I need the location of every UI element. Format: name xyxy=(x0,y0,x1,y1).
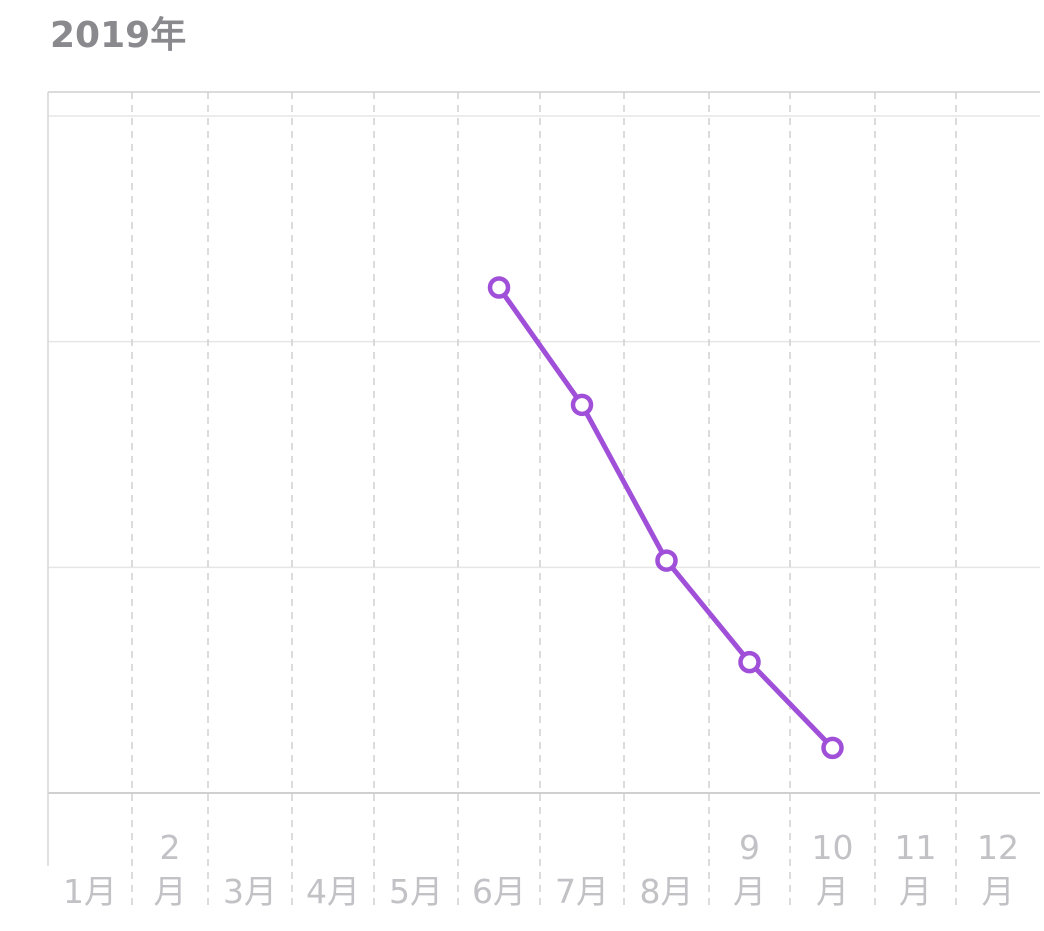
data-point xyxy=(821,736,844,760)
x-tick-label: 11 xyxy=(895,828,937,867)
x-tick-label: 月 xyxy=(982,872,1015,911)
x-tick-label: 5月 xyxy=(389,872,443,911)
x-tick-label: 9 xyxy=(739,828,760,867)
x-tick-label: 3月 xyxy=(223,872,277,911)
x-tick-label: 6月 xyxy=(472,872,526,911)
x-tick-label: 月 xyxy=(899,872,932,911)
data-point xyxy=(487,276,511,299)
x-tick-label: 月 xyxy=(816,872,849,911)
data-point xyxy=(738,650,761,674)
tick-label-layer: 1月 2 月 3月 4月 5月 6月 7月 8月 9 月 10 月 11 月 12 月 xyxy=(63,828,1019,911)
x-tick-label: 7月 xyxy=(555,872,609,911)
x-tick-label: 月 xyxy=(154,872,187,911)
x-tick-label: 月 xyxy=(733,872,766,911)
x-tick-label: 2 xyxy=(160,828,181,867)
x-tick-label: 8月 xyxy=(640,872,694,911)
data-point xyxy=(570,393,594,417)
grid-layer xyxy=(48,92,1040,908)
data-point xyxy=(655,549,678,572)
series-layer xyxy=(487,276,844,760)
x-tick-label: 4月 xyxy=(306,872,360,911)
x-tick-label: 1月 xyxy=(63,872,117,911)
series-line xyxy=(496,285,835,751)
axis-layer xyxy=(47,91,1040,866)
chart-title: 2019年 xyxy=(50,15,187,56)
x-tick-label: 10 xyxy=(812,828,854,867)
x-tick-label: 12 xyxy=(977,828,1019,867)
